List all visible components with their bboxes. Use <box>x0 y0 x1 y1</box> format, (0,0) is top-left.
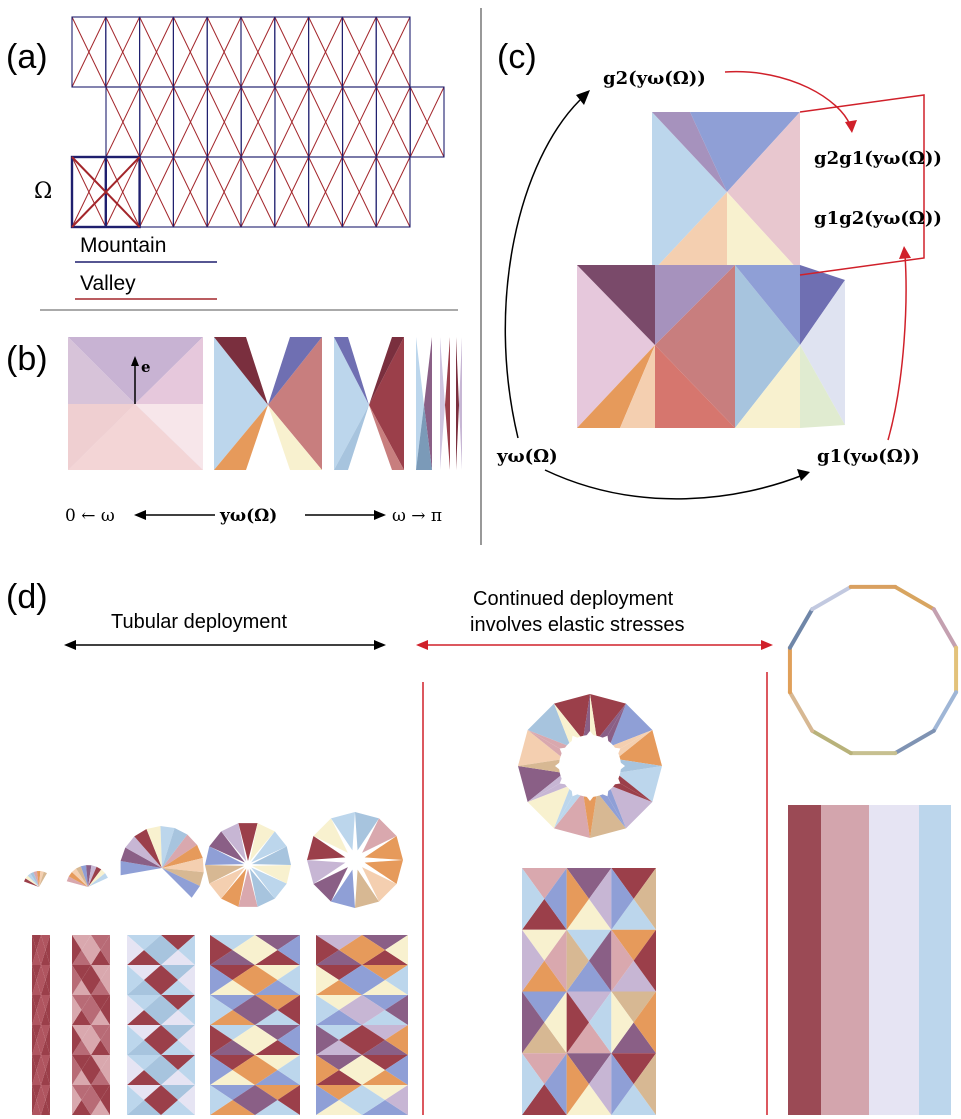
deployment-tubes <box>32 935 408 1115</box>
axis-left-label: 0 ← ω <box>65 506 115 526</box>
arrow-to-g1 <box>544 469 804 500</box>
panel-a-label: (a) <box>6 38 48 76</box>
crease-pattern <box>70 16 445 229</box>
stressed-tube <box>522 868 656 1115</box>
axis-right-label: ω → π <box>392 506 442 526</box>
g2g1-label: g2g1(yω(Ω)) <box>814 148 942 169</box>
tubular-label: Tubular deployment <box>111 611 287 633</box>
g1g2-label: g1g2(yω(Ω)) <box>814 208 942 229</box>
deployment-fans <box>23 812 403 908</box>
panel-c-label: (c) <box>497 38 537 76</box>
panel-b-label: (b) <box>6 340 48 378</box>
legend-valley-label: Valley <box>80 272 136 295</box>
panel-d-label: (d) <box>6 578 48 616</box>
y-label: yω(Ω) <box>496 446 558 467</box>
continued-label-line2: involves elastic stresses <box>470 614 685 636</box>
final-flat-strip <box>788 805 951 1115</box>
stressed-ring <box>518 694 662 838</box>
vertex-assembly <box>577 112 845 428</box>
folded-unit-cell-mid <box>214 337 322 470</box>
tubular-range-arrow <box>64 640 386 650</box>
axis-center-label: yω(Ω) <box>219 506 277 526</box>
continued-label-line1: Continued deployment <box>473 588 674 610</box>
legend-mountain-label: Mountain <box>80 234 166 257</box>
continued-range-arrow <box>416 640 773 650</box>
arrow-g2-to-product <box>724 70 851 126</box>
flat-unit-cell <box>68 337 203 470</box>
omega-label: Ω <box>34 179 52 204</box>
g1-label: g1(yω(Ω)) <box>817 446 920 467</box>
folded-unit-cell-extreme <box>416 337 462 470</box>
arrow-to-g2 <box>504 99 581 439</box>
product-bracket <box>799 94 925 276</box>
arrow-g1-to-product <box>887 254 907 441</box>
deployment-axis <box>134 510 386 520</box>
vector-e-label: e <box>141 358 151 376</box>
folded-unit-cell-high <box>334 337 404 470</box>
g2-label: g2(yω(Ω)) <box>603 68 706 89</box>
final-polygon-outline <box>787 584 959 756</box>
